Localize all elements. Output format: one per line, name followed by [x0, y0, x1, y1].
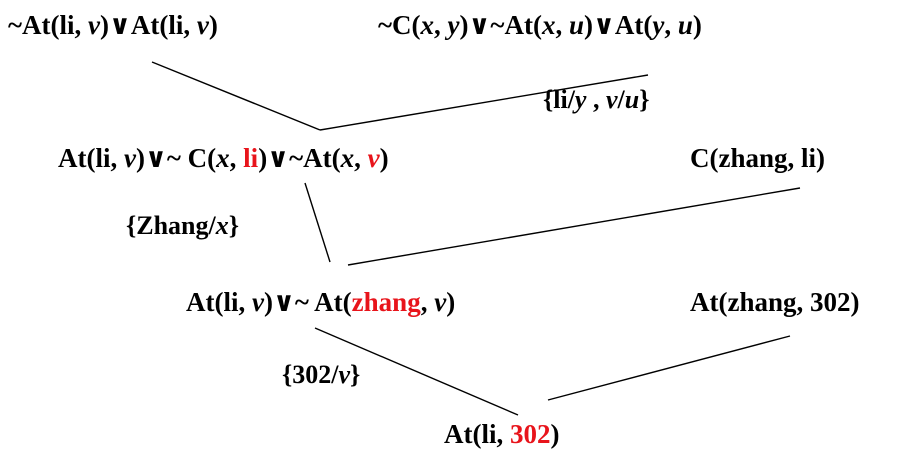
term-text: )∨At(	[583, 10, 653, 40]
resolvent-2: At(li, v)∨~ At(zhang, v)	[186, 289, 455, 316]
term-text: C(zhang, li)	[690, 143, 825, 173]
variable-symbol: u	[624, 85, 640, 114]
variable-symbol: y	[652, 10, 665, 40]
term-text: )	[692, 10, 702, 40]
variable-symbol: x	[216, 143, 230, 173]
term-text: {Zhang/	[126, 211, 216, 240]
term-text: }	[228, 211, 239, 240]
substitution-302-v: {302/v}	[282, 362, 360, 388]
resolvent-1: At(li, v)∨~ C(x, li)∨~At(x, v)	[58, 145, 389, 172]
edge-mid-left-to-low	[304, 182, 331, 263]
term-text: )	[208, 10, 218, 40]
clause-at-zhang-302: At(zhang, 302)	[690, 289, 860, 316]
variable-symbol: v	[88, 10, 101, 40]
variable-symbol: y	[447, 10, 460, 40]
term-text: At(zhang, 302)	[690, 287, 860, 317]
substituted-variable: v	[367, 143, 380, 173]
edge-top-left-to-mid	[151, 61, 321, 131]
substituted-term: li	[243, 143, 259, 173]
term-text: ,	[664, 10, 678, 40]
variable-symbol: u	[677, 10, 693, 40]
clause-c-zhang-li: C(zhang, li)	[690, 145, 825, 172]
variable-symbol: y	[574, 85, 587, 114]
term-text: }	[639, 85, 650, 114]
term-text: ,	[434, 10, 448, 40]
edge-top-right-to-mid	[319, 74, 649, 131]
variable-symbol: x	[420, 10, 435, 40]
term-text: )	[446, 287, 456, 317]
clause-top-left: ~At(li, v)∨At(li, v)	[8, 12, 218, 39]
variable-symbol: v	[251, 287, 264, 317]
term-text: ,	[555, 10, 569, 40]
term-text: }	[350, 360, 361, 389]
term-text: ,	[420, 287, 435, 317]
term-text: {li/	[543, 85, 575, 114]
term-text: At(li,	[186, 287, 252, 317]
term-text: ,	[586, 85, 606, 114]
edge-low-left-to-bottom	[314, 327, 519, 416]
variable-symbol: x	[541, 10, 556, 40]
substituted-term: 302	[509, 419, 551, 449]
term-text: {302/	[282, 360, 339, 389]
term-text: )	[550, 419, 560, 449]
variable-symbol: v	[123, 143, 136, 173]
term-text: /	[617, 85, 625, 114]
variable-symbol: x	[340, 143, 355, 173]
variable-symbol: v	[338, 360, 351, 389]
term-text: )∨~At(	[258, 143, 341, 173]
variable-symbol: v	[196, 10, 209, 40]
term-text: At(li,	[58, 143, 124, 173]
edge-mid-right-to-low	[347, 187, 801, 266]
edge-low-right-to-bottom	[547, 335, 791, 401]
term-text: )∨~ At(	[263, 287, 352, 317]
variable-symbol: x	[215, 211, 229, 240]
substitution-zhang-x: {Zhang/x}	[126, 213, 239, 239]
term-text: ~C(	[378, 10, 421, 40]
substitution-li-y-v-u: {li/y , v/u}	[543, 87, 649, 113]
term-text: )∨~At(	[459, 10, 542, 40]
variable-symbol: u	[568, 10, 584, 40]
term-text: ~At(li,	[8, 10, 89, 40]
term-text: ,	[354, 143, 368, 173]
term-text: At(li,	[444, 419, 510, 449]
term-text: )∨~ C(	[135, 143, 217, 173]
variable-symbol: v	[434, 287, 447, 317]
final-resolvent: At(li, 302)	[444, 421, 559, 448]
term-text: )∨At(li,	[100, 10, 197, 40]
variable-symbol: v	[605, 85, 618, 114]
term-text: )	[379, 143, 389, 173]
substituted-term: zhang	[351, 287, 421, 317]
clause-top-right: ~C(x, y)∨~At(x, u)∨At(y, u)	[378, 12, 702, 39]
term-text: ,	[229, 143, 244, 173]
